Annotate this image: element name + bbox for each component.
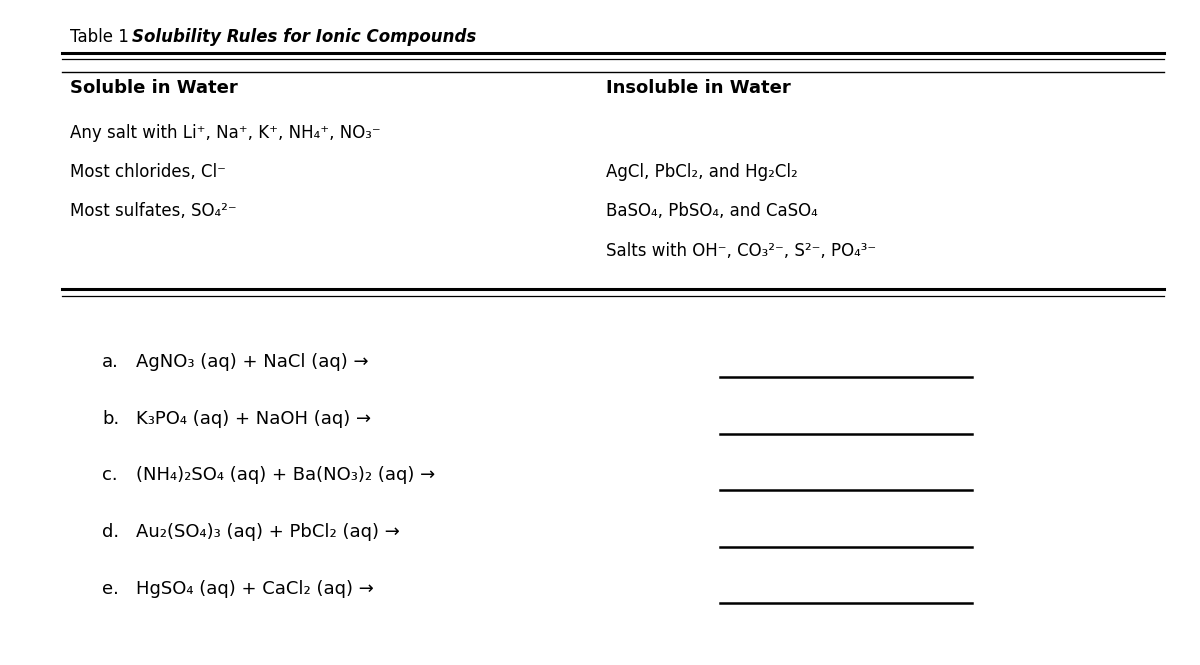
Text: HgSO₄ (aq) + CaCl₂ (aq) →: HgSO₄ (aq) + CaCl₂ (aq) → (136, 579, 373, 598)
Text: c.: c. (102, 466, 118, 485)
Text: e.: e. (102, 579, 119, 598)
Text: AgCl, PbCl₂, and Hg₂Cl₂: AgCl, PbCl₂, and Hg₂Cl₂ (606, 162, 798, 181)
Text: Insoluble in Water: Insoluble in Water (606, 78, 791, 97)
Text: Solubility Rules for Ionic Compounds: Solubility Rules for Ionic Compounds (132, 27, 476, 46)
Text: AgNO₃ (aq) + NaCl (aq) →: AgNO₃ (aq) + NaCl (aq) → (136, 353, 368, 372)
Text: a.: a. (102, 353, 119, 372)
Text: Salts with OH⁻, CO₃²⁻, S²⁻, PO₄³⁻: Salts with OH⁻, CO₃²⁻, S²⁻, PO₄³⁻ (606, 242, 876, 261)
Text: Table 1: Table 1 (70, 27, 139, 46)
Text: Most sulfates, SO₄²⁻: Most sulfates, SO₄²⁻ (70, 202, 236, 221)
Text: Au₂(SO₄)₃ (aq) + PbCl₂ (aq) →: Au₂(SO₄)₃ (aq) + PbCl₂ (aq) → (136, 523, 400, 541)
Text: (NH₄)₂SO₄ (aq) + Ba(NO₃)₂ (aq) →: (NH₄)₂SO₄ (aq) + Ba(NO₃)₂ (aq) → (136, 466, 434, 485)
Text: BaSO₄, PbSO₄, and CaSO₄: BaSO₄, PbSO₄, and CaSO₄ (606, 202, 817, 221)
Text: Any salt with Li⁺, Na⁺, K⁺, NH₄⁺, NO₃⁻: Any salt with Li⁺, Na⁺, K⁺, NH₄⁺, NO₃⁻ (70, 124, 380, 142)
Text: Most chlorides, Cl⁻: Most chlorides, Cl⁻ (70, 162, 226, 181)
Text: Soluble in Water: Soluble in Water (70, 78, 238, 97)
Text: d.: d. (102, 523, 119, 541)
Text: b.: b. (102, 410, 119, 428)
Text: K₃PO₄ (aq) + NaOH (aq) →: K₃PO₄ (aq) + NaOH (aq) → (136, 410, 371, 428)
